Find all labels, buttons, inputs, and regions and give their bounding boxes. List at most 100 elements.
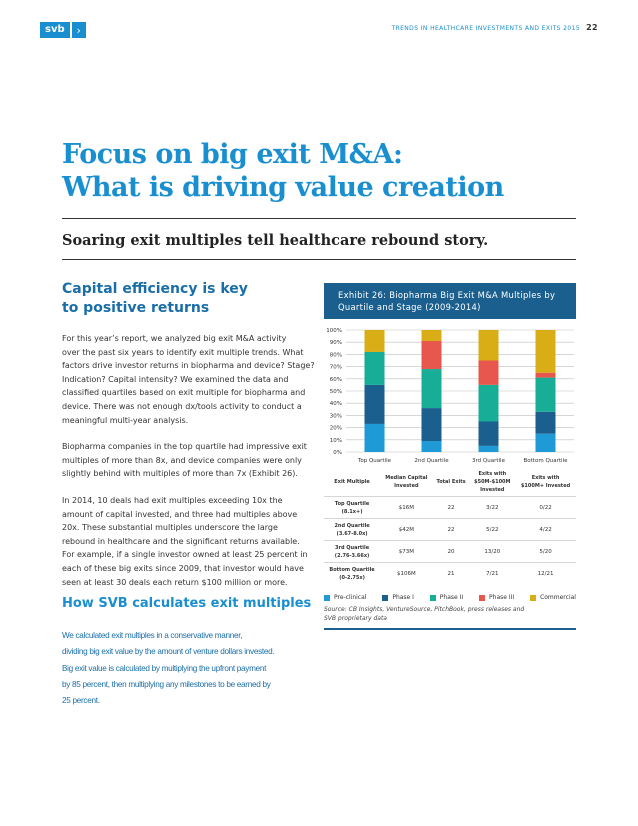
paragraph: For this year’s report, we analyzed big …	[62, 332, 320, 427]
legend-label: Phase III	[489, 594, 515, 601]
how-line: by 85 percent, then multiplying any mile…	[62, 679, 271, 689]
paragraph-line: slightly behind with multiples of more t…	[62, 469, 298, 479]
x-tick-label: Top Quartile	[357, 458, 392, 464]
header-line: Exit Multiple	[334, 479, 370, 485]
cell-total: 21	[432, 562, 470, 584]
y-tick-label: 100%	[326, 328, 342, 334]
left-column: Capital efficiency is key to positive re…	[62, 280, 320, 602]
paragraph: In 2014, 10 deals had exit multiples exc…	[62, 494, 320, 589]
legend-swatch	[530, 594, 537, 601]
section-heading-line: to positive returns	[62, 300, 210, 316]
paragraph-line: each of these big exits since 2009, that…	[62, 563, 304, 573]
table-body: Top Quartile (8.1x+) $16M 22 3/22 0/22 2nd Qua…	[324, 496, 576, 584]
row-label-line: (8.1x+)	[341, 508, 363, 515]
legend-label: Commercial	[540, 594, 576, 601]
cell-high: 0/22	[515, 496, 576, 519]
row-label-line: 3rd Quartile	[335, 544, 370, 551]
header-line: $100M+ Invested	[520, 483, 571, 489]
row-label-line: (0-2.75x)	[339, 574, 365, 581]
header-line: Total Exits	[436, 479, 466, 485]
paragraph-line: seen at least 30 deals each return $100 …	[62, 577, 288, 587]
bar-segment-phase-ii	[535, 377, 556, 412]
paragraph-line: For this year’s report, we analyzed big …	[62, 334, 287, 343]
legend-swatch	[429, 594, 436, 601]
bar-segment-phase-iii	[478, 360, 499, 385]
cell-mid: 13/20	[469, 540, 516, 563]
legend-item: Commercial	[530, 594, 576, 601]
svb-logo-text: svb	[40, 22, 70, 38]
paragraph-line: amount of capital invested, and three ha…	[62, 509, 298, 519]
legend-label: Pre-clinical	[334, 594, 367, 601]
y-tick-label: 0%	[333, 450, 342, 456]
table-header-cell: Exits with $50M-$100M Invested	[470, 468, 516, 497]
how-heading: How SVB calculates exit multiples	[62, 596, 312, 611]
divider	[62, 218, 576, 219]
legend-label: Phase I	[392, 594, 414, 601]
row-label-line: Bottom Quartile	[329, 566, 375, 573]
how-body: We calculated exit multiples in a conser…	[62, 628, 312, 709]
body-text: For this year’s report, we analyzed big …	[62, 332, 320, 589]
bar-segment-phase-ii	[478, 384, 499, 422]
y-tick-label: 10%	[330, 438, 342, 444]
table-row: 3rd Quartile (2.76-3.66x) $73M 20 13/20 5/20	[324, 540, 576, 563]
exit-multiple-table: Exit Multiple Median Capital Invested Total…	[324, 468, 576, 584]
exhibit-title: Exhibit 26: Biopharma Big Exit M&A Multi…	[324, 283, 576, 319]
cell-mid: 3/22	[469, 496, 516, 519]
page-number: 22	[586, 23, 598, 32]
bar-segment-phase-ii	[421, 369, 442, 409]
exhibit-title-line: Quartile and Stage (2009-2014)	[338, 302, 481, 312]
how-line: We calculated exit multiples in a conser…	[62, 631, 243, 640]
table-header-cell: Total Exits	[433, 468, 470, 497]
row-label-line: (2.76-3.66x)	[334, 552, 370, 559]
stacked-bar-chart: 0% 10% 20% 30% 40% 50% 60% 70% 80% 90% 100% Top Qua…	[326, 328, 574, 464]
row-label-line: 2nd Quartile	[334, 522, 370, 529]
y-tick-label: 80%	[330, 352, 342, 358]
paragraph-line: device. There was not enough dx/tools ac…	[62, 401, 302, 411]
row-label: Bottom Quartile (0-2.75x)	[324, 562, 381, 584]
paragraph-line: multiples of more than 8x, and device co…	[62, 455, 302, 465]
table-row: Top Quartile (8.1x+) $16M 22 3/22 0/22	[324, 496, 576, 519]
x-tick-label: 3rd Quartile	[472, 458, 506, 464]
cell-high: 12/21	[515, 562, 576, 584]
cell-total: 22	[432, 518, 470, 541]
paragraph-line: For example, if a single investor owned …	[62, 550, 308, 560]
legend-swatch	[382, 594, 389, 601]
cell-total: 22	[432, 496, 470, 519]
table-row: 2nd Quartile (3.67-8.0x) $42M 22 5/22 4/22	[324, 518, 576, 541]
source-note: Source: CB Insights, VentureSource, Pitc…	[324, 605, 576, 623]
bar-segment-pre-clinical	[478, 445, 499, 452]
svb-logo: svb ›	[40, 22, 86, 38]
table-header-cell: Exits with $100M+ Invested	[515, 468, 576, 497]
paragraph-line: In 2014, 10 deals had exit multiples exc…	[62, 495, 283, 505]
how-line: dividing big exit value by the amount of…	[62, 647, 275, 657]
header-line: Invested	[394, 483, 419, 489]
x-tick-label: Bottom Quartile	[524, 458, 569, 464]
row-label: 2nd Quartile (3.67-8.0x)	[324, 518, 381, 541]
legend-item: Phase I	[382, 594, 414, 601]
header-line: $50M-$100M	[474, 479, 511, 485]
header-line: Exits with	[531, 475, 560, 481]
row-label-line: Top Quartile	[334, 500, 370, 507]
cell-high: 5/20	[515, 540, 576, 563]
exhibit-bottom-rule	[324, 628, 576, 630]
legend-item: Pre-clinical	[324, 594, 366, 601]
bar-segment-commercial	[421, 330, 442, 341]
bar-segment-phase-iii	[421, 340, 442, 370]
legend-swatch	[324, 594, 330, 601]
table-header-row: Exit Multiple Median Capital Invested Total…	[324, 468, 576, 497]
header-line: Invested	[480, 487, 505, 493]
header-line: Median Capital	[385, 475, 428, 481]
bar-segment-pre-clinical	[364, 423, 385, 452]
y-tick-label: 60%	[330, 377, 342, 383]
page-title: Focus on big exit M&A: What is driving v…	[62, 138, 602, 204]
paragraph-line: Biopharma companies in the top quartile …	[62, 442, 307, 452]
bar-segment-commercial	[364, 330, 385, 352]
bar-segment-phase-i	[535, 411, 556, 434]
table-header-cell: Median Capital Invested	[380, 468, 432, 497]
y-tick-label: 90%	[330, 340, 342, 346]
section-heading-line: Capital efficiency is key	[62, 281, 248, 297]
chevron-right-icon: ›	[71, 22, 86, 38]
bar-segment-pre-clinical	[421, 441, 442, 452]
paragraph-line: factors drive investor returns in biopha…	[62, 361, 315, 371]
cell-total: 20	[432, 540, 470, 563]
